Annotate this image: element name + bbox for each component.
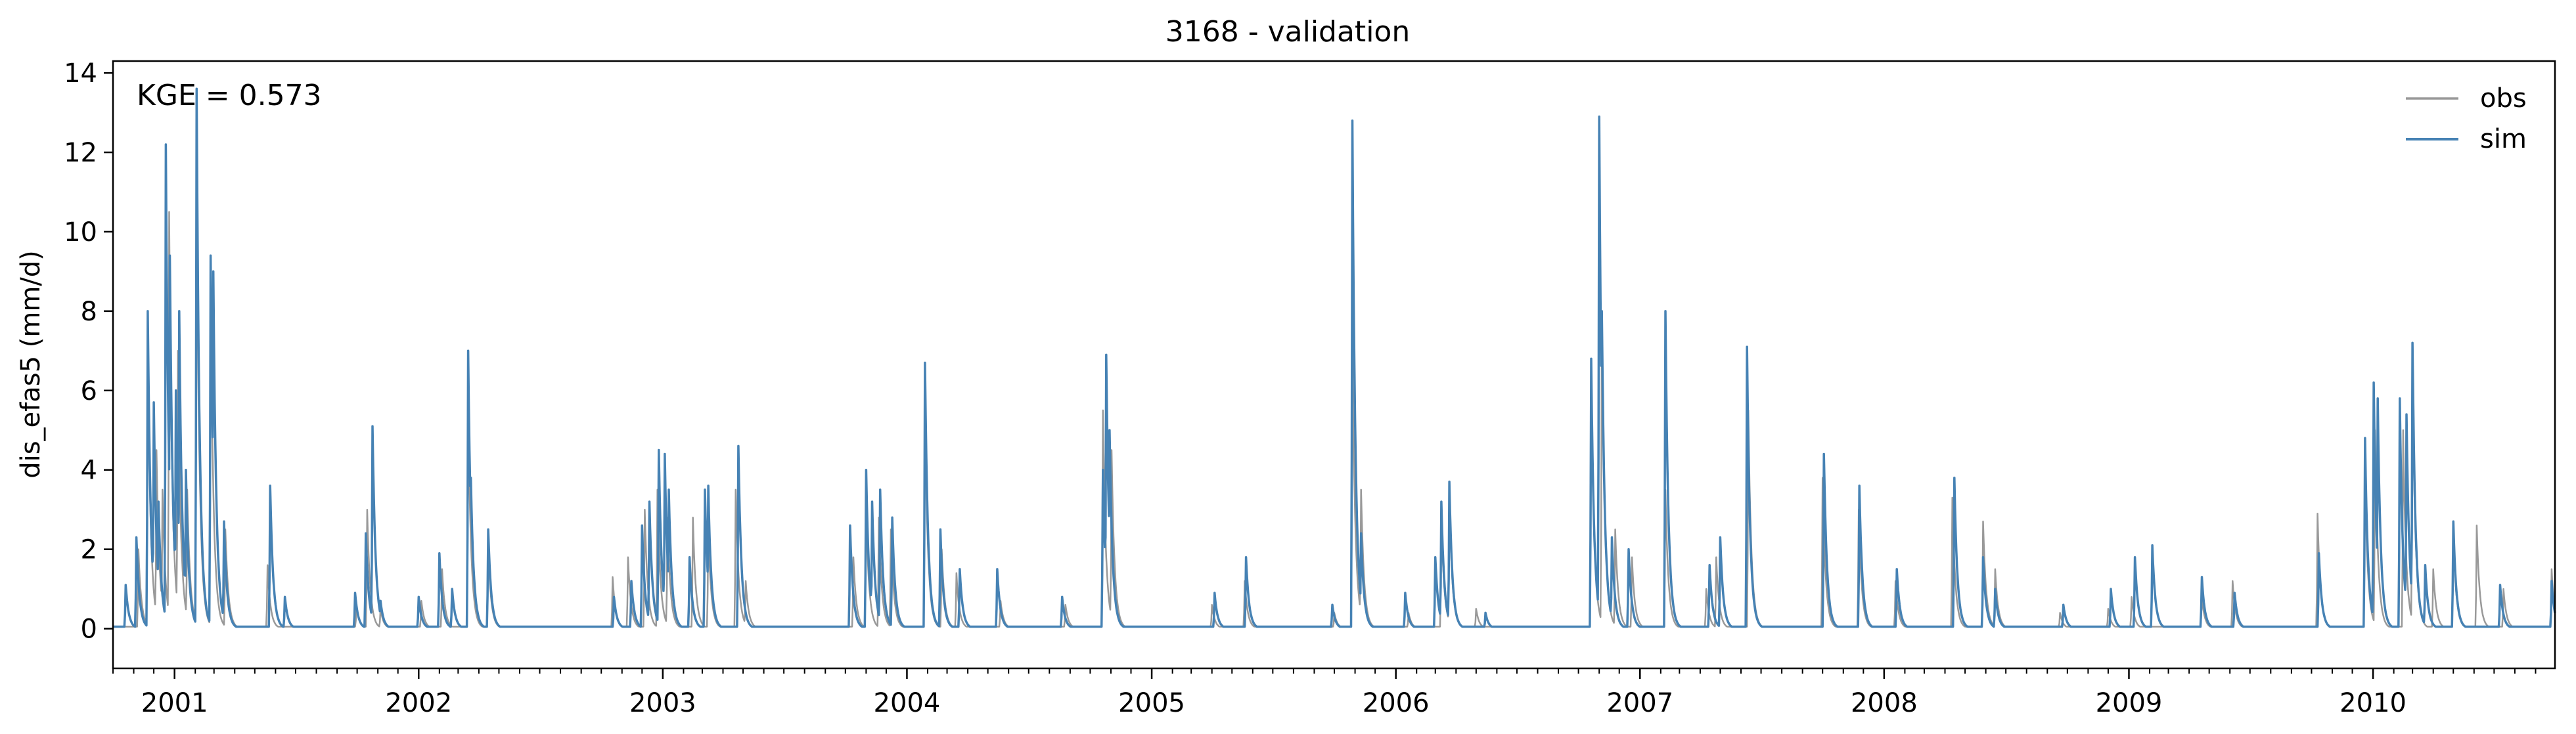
y-tick-label: 12	[64, 138, 97, 168]
y-tick-label: 0	[81, 615, 97, 645]
legend-sim-label: sim	[2480, 124, 2527, 154]
y-tick-label: 10	[64, 217, 97, 248]
y-tick-label: 6	[81, 376, 97, 406]
series-layer	[112, 87, 2556, 628]
y-tick-label: 4	[81, 456, 97, 486]
legend-obs-label: obs	[2480, 83, 2527, 114]
chart-title: 3168 - validation	[1165, 15, 1410, 49]
axes-layer: 0 2 4 6 8 10 12 14 2001 2002 2003 2004 2005 2006 2007 2…	[64, 58, 2537, 718]
y-axis-label: dis_efas5 (mm/d)	[16, 250, 46, 479]
plot-frame	[112, 60, 2556, 670]
y-tick-label: 2	[81, 535, 97, 565]
x-tick-label: 2010	[2339, 688, 2407, 718]
x-tick-label: 2001	[141, 688, 208, 718]
x-tick-label: 2004	[874, 688, 941, 718]
x-tick-label: 2009	[2096, 688, 2163, 718]
x-tick-label: 2005	[1118, 688, 1185, 718]
x-tick-label: 2002	[385, 688, 452, 718]
x-tick-label: 2008	[1851, 688, 1918, 718]
legend: obs sim	[2406, 83, 2527, 154]
y-tick-label: 14	[64, 58, 97, 89]
y-tick-label: 8	[81, 297, 97, 327]
series-sim-line	[112, 87, 2556, 628]
x-tick-label: 2006	[1363, 688, 1430, 718]
x-tick-label: 2003	[629, 688, 696, 718]
kge-annotation: KGE = 0.573	[137, 79, 322, 112]
x-tick-label: 2007	[1606, 688, 1673, 718]
